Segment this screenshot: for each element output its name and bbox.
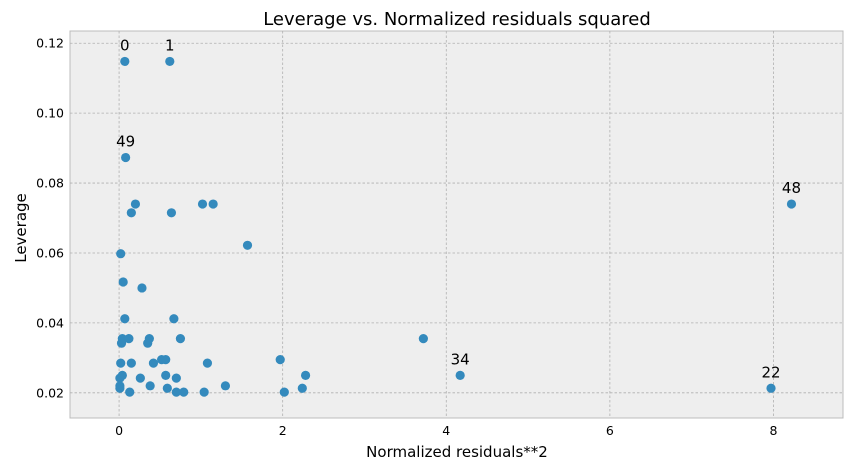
- y-tick-label: 0.12: [36, 36, 64, 51]
- data-point: [175, 334, 186, 344]
- x-tick-label: 2: [279, 423, 287, 438]
- data-point: [202, 358, 213, 368]
- data-point: [116, 338, 127, 348]
- point-annotations: 0 1 49 48 34 22: [116, 36, 801, 381]
- tick-labels: 0 2 4 6 8 0.02 0.04 0.06 0.08 0.10 0.12: [36, 36, 777, 438]
- y-tick-label: 0.08: [36, 176, 64, 191]
- grid-lines: [70, 31, 843, 418]
- data-point: [165, 56, 175, 67]
- point-annotation: 48: [782, 179, 801, 197]
- data-point: [179, 387, 189, 397]
- x-tick-label: 4: [442, 423, 450, 438]
- data-point: [169, 314, 179, 324]
- data-point: [137, 283, 147, 293]
- point-annotation: 0: [120, 36, 130, 54]
- point-annotation: 1: [165, 36, 175, 54]
- data-point: [171, 387, 181, 397]
- data-point: [148, 358, 159, 368]
- point-annotation: 49: [116, 133, 135, 151]
- data-points: [115, 56, 797, 397]
- x-axis-label: Normalized residuals**2: [366, 443, 548, 461]
- data-point: [208, 199, 218, 209]
- data-point: [242, 240, 253, 250]
- y-tick-label: 0.06: [36, 245, 64, 260]
- data-point: [199, 387, 209, 397]
- data-point: [275, 355, 285, 365]
- y-tick-label: 0.04: [36, 315, 64, 330]
- data-point: [161, 355, 171, 365]
- point-annotation: 34: [451, 350, 470, 368]
- y-tick-label: 0.10: [36, 106, 64, 121]
- data-point: [120, 314, 130, 324]
- data-point: [130, 199, 141, 209]
- data-point: [171, 373, 181, 383]
- data-point: [135, 373, 145, 383]
- data-point: [197, 199, 208, 209]
- data-point: [124, 334, 134, 344]
- data-point: [455, 370, 465, 380]
- data-point: [786, 199, 797, 209]
- data-point: [300, 370, 311, 380]
- plot-area: [69, 30, 844, 419]
- y-axis-label: Leverage: [12, 193, 30, 263]
- point-annotation: 22: [761, 363, 780, 381]
- x-tick-label: 8: [769, 423, 777, 438]
- data-point: [143, 338, 153, 348]
- data-point: [126, 208, 136, 218]
- y-tick-label: 0.02: [36, 385, 64, 400]
- data-point: [297, 383, 307, 393]
- data-point: [115, 383, 125, 393]
- data-point: [118, 277, 128, 287]
- data-point: [418, 334, 428, 344]
- data-point: [121, 152, 131, 163]
- data-point: [116, 358, 126, 368]
- data-point: [116, 249, 126, 259]
- x-tick-label: 6: [606, 423, 614, 438]
- data-point: [145, 381, 155, 391]
- data-point: [220, 381, 231, 391]
- chart-title: Leverage vs. Normalized residuals square…: [263, 9, 651, 30]
- data-point: [766, 383, 776, 393]
- x-tick-label: 0: [115, 423, 123, 438]
- data-point: [125, 387, 135, 397]
- data-point: [120, 56, 130, 67]
- data-point: [279, 387, 289, 397]
- data-point: [162, 383, 172, 393]
- data-point: [166, 208, 177, 218]
- data-point: [126, 358, 136, 368]
- data-point: [161, 370, 171, 380]
- data-point: [115, 373, 125, 383]
